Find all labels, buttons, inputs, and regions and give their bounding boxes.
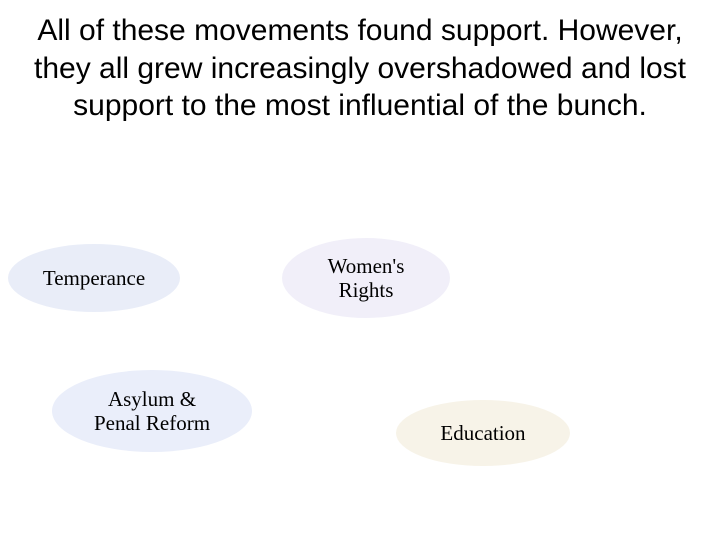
- slide-heading: All of these movements found support. Ho…: [0, 12, 720, 125]
- bubble-womens-rights: Women's Rights: [282, 238, 450, 318]
- bubble-temperance-label: Temperance: [43, 266, 145, 291]
- bubble-asylum-penal-line2: Penal Reform: [94, 411, 210, 435]
- bubble-asylum-penal-line1: Asylum &: [94, 387, 210, 411]
- bubble-asylum-penal-label: Asylum & Penal Reform: [94, 387, 210, 435]
- bubble-asylum-penal: Asylum & Penal Reform: [52, 370, 252, 452]
- bubble-education: Education: [396, 400, 570, 466]
- bubble-womens-rights-line2: Rights: [328, 278, 405, 302]
- bubble-education-label: Education: [440, 421, 525, 446]
- bubble-womens-rights-label: Women's Rights: [328, 254, 405, 302]
- bubble-womens-rights-line1: Women's: [328, 254, 405, 278]
- bubble-temperance: Temperance: [8, 244, 180, 312]
